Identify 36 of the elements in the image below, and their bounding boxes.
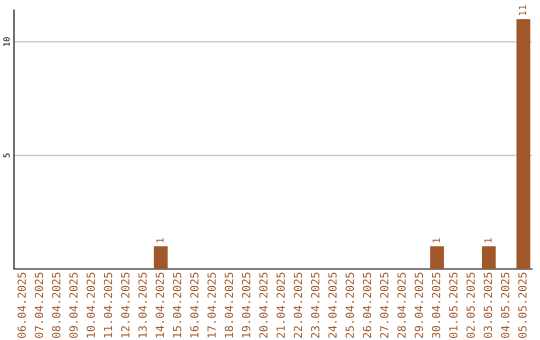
x-tick-label: 09.04.2025 xyxy=(69,272,78,338)
data-label: 1 xyxy=(156,238,164,242)
x-tick-label: 27.04.2025 xyxy=(380,272,388,338)
x-tick-label: 04.05.2025 xyxy=(500,272,510,338)
x-tick-label: 22.04.2025 xyxy=(294,272,302,338)
x-tick-label: 30.04.2025 xyxy=(432,272,440,338)
x-tick-label: 14.04.2025 xyxy=(156,272,164,338)
x-tick-label: 23.04.2025 xyxy=(311,272,320,338)
x-tick-label: 05.05.2025 xyxy=(518,272,527,338)
x-tick-label: 01.05.2025 xyxy=(449,272,458,338)
data-label: 1 xyxy=(432,238,440,242)
x-tick-label: 13.04.2025 xyxy=(138,272,147,338)
y-tick-label: 10 xyxy=(3,37,10,46)
x-tick-label: 19.04.2025 xyxy=(242,272,250,338)
x-tick-label: 29.04.2025 xyxy=(414,272,424,338)
x-tick-label: 20.04.2025 xyxy=(259,272,268,338)
data-label: 1 xyxy=(484,238,492,242)
x-tick-label: 06.04.2025 xyxy=(17,272,26,338)
x-tick-label: 10.04.2025 xyxy=(86,272,95,338)
data-label: 11 xyxy=(518,5,526,16)
x-tick-label: 25.04.2025 xyxy=(346,272,354,338)
x-tick-label: 21.04.2025 xyxy=(276,272,285,338)
x-tick-label: 26.04.2025 xyxy=(362,272,372,338)
y-tick-label: 5 xyxy=(3,154,10,158)
x-tick-label: 03.05.2025 xyxy=(484,272,492,338)
x-tick-label: 15.04.2025 xyxy=(172,272,182,338)
x-tick-label: 17.04.2025 xyxy=(207,272,216,338)
x-tick-label: 02.05.2025 xyxy=(466,272,475,338)
x-tick-label: 11.04.2025 xyxy=(104,272,112,338)
x-tick-label: 18.04.2025 xyxy=(224,272,234,338)
x-tick-label: 07.04.2025 xyxy=(34,272,44,338)
x-tick-label: 08.04.2025 xyxy=(52,272,60,338)
x-tick-label: 24.04.2025 xyxy=(328,272,337,338)
x-tick-label: 16.04.2025 xyxy=(190,272,199,338)
x-tick-label: 28.04.2025 xyxy=(397,272,406,338)
x-tick-label: 12.04.2025 xyxy=(121,272,130,338)
